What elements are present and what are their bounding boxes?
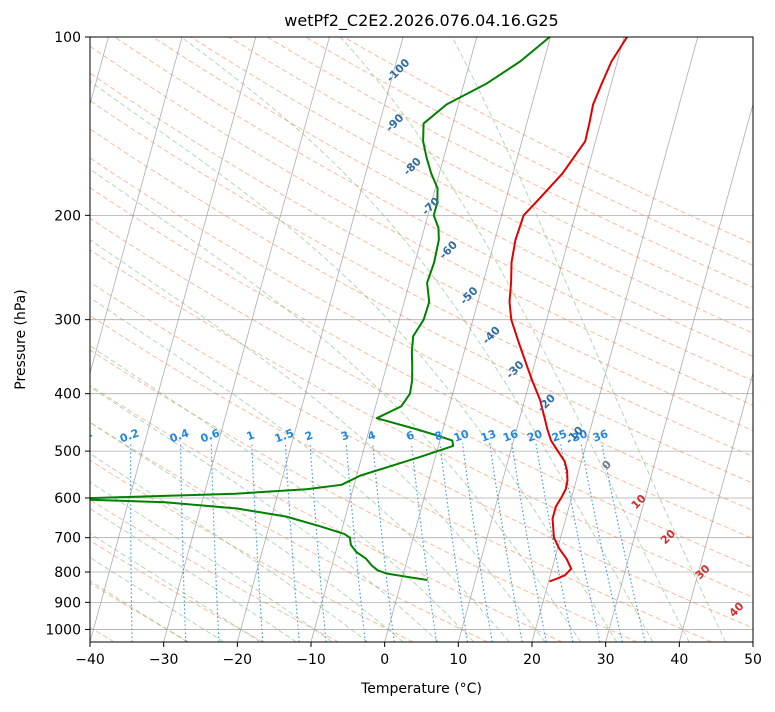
y-tick-label: 100 bbox=[54, 30, 81, 46]
x-tick-label: −10 bbox=[296, 652, 326, 668]
mixing-ratio-label: 36 bbox=[591, 427, 610, 445]
mixing-ratio-line bbox=[131, 443, 132, 642]
dry-adiabat-label: -80 bbox=[401, 155, 424, 178]
mixing-ratio-label: 1 bbox=[245, 429, 257, 444]
x-tick-label: −40 bbox=[75, 652, 105, 668]
mixing-ratio-line bbox=[346, 443, 365, 642]
isotherm-line bbox=[606, 37, 772, 642]
mixing-ratio-label: 0.4 bbox=[168, 426, 191, 445]
isotherm-line bbox=[753, 37, 775, 642]
mixing-ratio-line bbox=[512, 443, 546, 642]
y-tick-label: 500 bbox=[54, 444, 81, 460]
moist-adiabat-label: 0 bbox=[599, 458, 614, 473]
y-axis-label: Pressure (hPa) bbox=[13, 289, 29, 389]
y-tick-label: 600 bbox=[54, 491, 81, 507]
dry-adiabat-line bbox=[0, 37, 264, 642]
x-tick-label: −20 bbox=[223, 652, 253, 668]
mixing-ratio-label: 10 bbox=[452, 427, 471, 445]
dry-adiabat-line bbox=[0, 37, 488, 642]
moist-adiabat-line bbox=[0, 37, 224, 642]
plot-frame bbox=[90, 37, 753, 642]
x-tick-label: 10 bbox=[449, 652, 467, 668]
dry-adiabat-line bbox=[0, 37, 562, 642]
dry-adiabat-label: -40 bbox=[480, 324, 503, 347]
dry-adiabat-line bbox=[267, 37, 775, 642]
mixing-ratio-line bbox=[82, 443, 84, 642]
y-tick-label: 400 bbox=[54, 387, 81, 403]
dry-adiabat-label: -100 bbox=[384, 56, 413, 85]
mixing-ratio-line bbox=[310, 443, 326, 642]
moist-adiabat-line bbox=[0, 37, 368, 642]
isotherm-line bbox=[679, 37, 775, 642]
mixing-ratio-line bbox=[285, 443, 299, 642]
mixing-ratio-label: 0.1 bbox=[71, 427, 94, 446]
mixing-ratio-line bbox=[440, 443, 468, 642]
x-tick-label: −30 bbox=[149, 652, 179, 668]
y-tick-label: 200 bbox=[54, 208, 81, 224]
x-tick-label: 0 bbox=[380, 652, 389, 668]
mixing-ratio-label: 16 bbox=[501, 427, 520, 445]
mixing-ratio-label: 13 bbox=[479, 427, 498, 444]
mixing-ratio-line bbox=[463, 443, 493, 642]
mixing-ratio-line bbox=[373, 443, 394, 642]
moist-adiabat-label: 20 bbox=[658, 527, 678, 547]
mixing-ratio-label: 2 bbox=[303, 429, 315, 444]
moist-adiabat-line bbox=[0, 37, 296, 642]
y-tick-label: 1000 bbox=[45, 622, 81, 638]
mixing-ratio-line bbox=[490, 443, 522, 642]
moist-adiabat-line bbox=[181, 37, 653, 642]
y-tick-label: 700 bbox=[54, 531, 81, 547]
dry-adiabat-line bbox=[229, 37, 775, 642]
x-tick-label: 40 bbox=[670, 652, 688, 668]
dry-adiabat-line bbox=[344, 37, 775, 642]
y-tick-label: 900 bbox=[54, 595, 81, 611]
mixing-ratio-line bbox=[411, 443, 436, 642]
moist-adiabat-line bbox=[0, 37, 545, 642]
mixing-ratio-label: 0.2 bbox=[118, 427, 141, 446]
dry-adiabat-label: -70 bbox=[419, 194, 442, 217]
mixing-ratio-line bbox=[211, 443, 219, 642]
mixing-ratio-line bbox=[252, 443, 263, 642]
moist-adiabat-line bbox=[0, 37, 260, 642]
isotherm-line bbox=[16, 37, 182, 642]
mixing-ratio-line bbox=[602, 443, 645, 642]
isotherm-line bbox=[164, 37, 330, 642]
x-tick-label: 50 bbox=[744, 652, 762, 668]
x-tick-label: 30 bbox=[597, 652, 615, 668]
moist-adiabat-line bbox=[0, 37, 438, 642]
dry-adiabat-label: -60 bbox=[437, 238, 460, 261]
x-axis-label: Temperature (°C) bbox=[360, 681, 482, 697]
chart-title: wetPf2_C2E2.2026.076.04.16.G25 bbox=[284, 11, 558, 31]
mixing-ratio-label: 6 bbox=[404, 428, 416, 443]
mixing-ratio-label: 4 bbox=[366, 428, 378, 443]
isotherm-line bbox=[532, 37, 698, 642]
y-tick-label: 800 bbox=[54, 565, 81, 581]
dry-adiabat-line bbox=[0, 37, 413, 642]
mixing-ratio-label: 3 bbox=[339, 429, 351, 444]
x-tick-label: 20 bbox=[523, 652, 541, 668]
y-tick-label: 300 bbox=[54, 313, 81, 329]
moist-adiabat-line bbox=[0, 37, 474, 642]
mixing-ratio-line bbox=[581, 443, 622, 642]
moist-adiabat-line bbox=[0, 37, 403, 642]
moist-adiabat-line bbox=[0, 37, 332, 642]
moist-adiabat-line bbox=[0, 37, 509, 642]
